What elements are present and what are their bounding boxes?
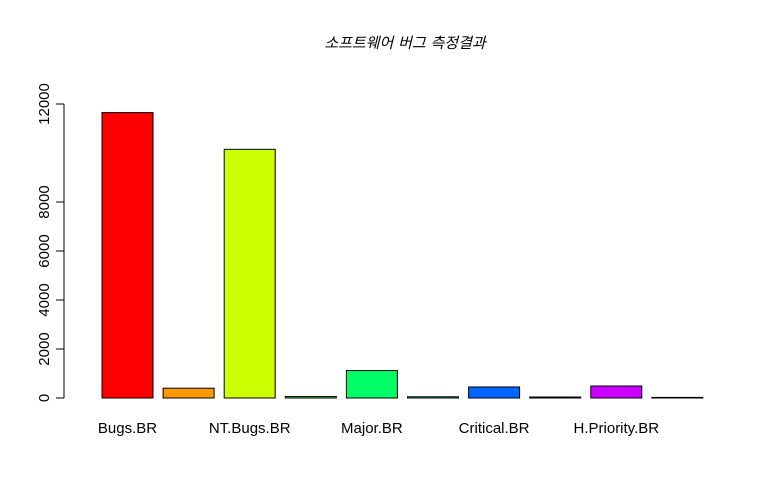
bar xyxy=(101,112,154,399)
bar xyxy=(223,148,276,399)
y-tick-label: 8000 xyxy=(36,185,53,218)
x-axis-labels: Bugs.BR NT.Bugs.BR Major.BR Critical.BR H.Pr… xyxy=(98,420,659,437)
bar xyxy=(407,396,459,399)
bar xyxy=(590,385,643,399)
bar xyxy=(529,396,582,399)
bar xyxy=(468,386,521,399)
bar xyxy=(284,396,337,399)
y-tick-label: 4000 xyxy=(36,283,53,316)
chart-title: 소프트웨어 버그 측정결과 xyxy=(324,34,487,52)
x-tick-label: H.Priority.BR xyxy=(574,420,660,437)
bar xyxy=(651,396,704,399)
bar xyxy=(345,370,398,399)
y-tick-label: 12000 xyxy=(36,83,53,125)
x-tick-label: Bugs.BR xyxy=(98,420,157,437)
y-tick-label: 0 xyxy=(36,394,53,402)
bar xyxy=(162,387,215,399)
bars-group xyxy=(101,112,704,399)
y-tick-label: 2000 xyxy=(36,332,53,365)
x-tick-label: NT.Bugs.BR xyxy=(209,420,291,437)
y-tick-label: 6000 xyxy=(36,234,53,267)
x-tick-label: Critical.BR xyxy=(459,420,530,437)
x-tick-label: Major.BR xyxy=(341,420,403,437)
y-axis: 0 2000 4000 6000 8000 12000 xyxy=(36,83,65,402)
